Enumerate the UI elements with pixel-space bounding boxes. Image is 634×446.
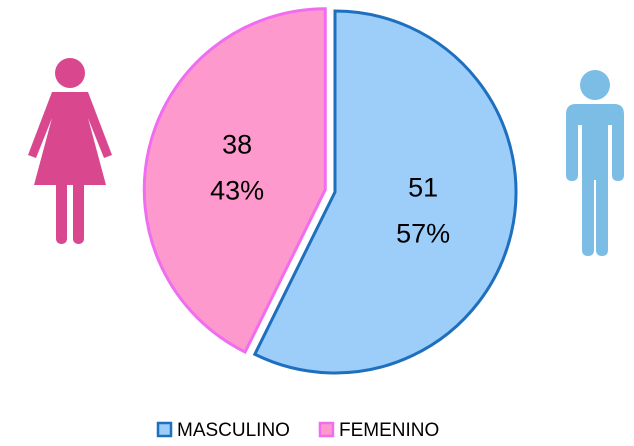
- percent-label: 57%: [396, 219, 450, 249]
- pie-slice: [142, 7, 327, 355]
- legend-swatch: [318, 421, 335, 438]
- female-icon: [28, 58, 112, 244]
- male-icon: [566, 70, 624, 256]
- pie-slice: [252, 9, 518, 375]
- legend-swatch: [156, 421, 173, 438]
- legend-label: FEMENINO: [339, 420, 439, 441]
- value-label: 51: [408, 173, 438, 203]
- value-label: 38: [222, 129, 252, 159]
- legend-label: MASCULINO: [177, 420, 290, 441]
- percent-label: 43%: [210, 175, 264, 205]
